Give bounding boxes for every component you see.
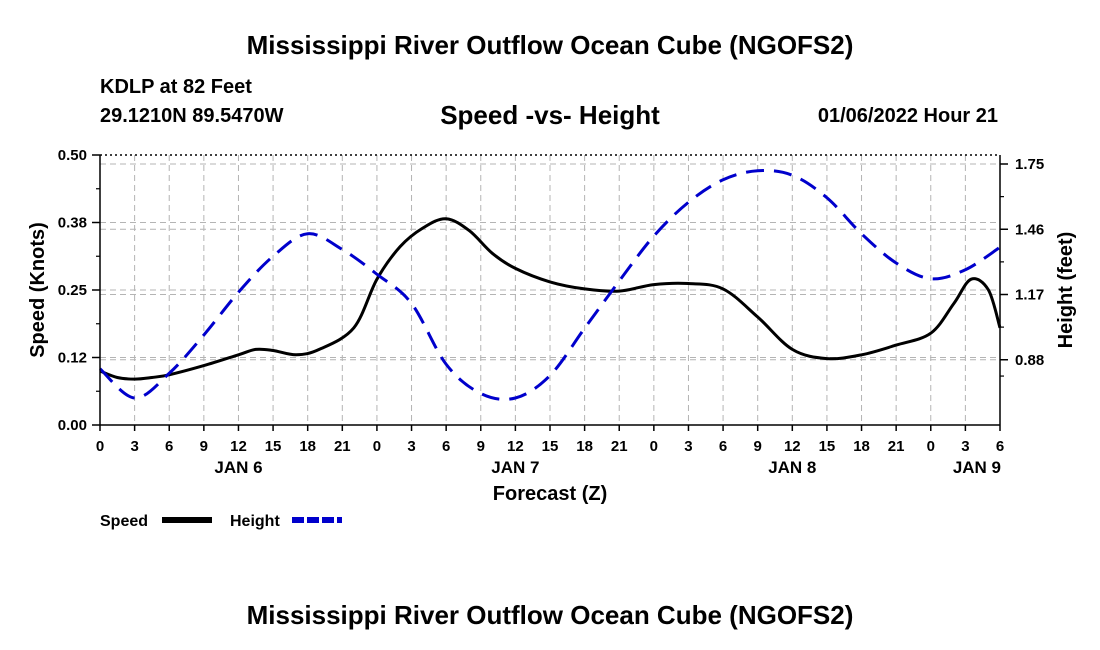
x-tick-label: 3 bbox=[130, 438, 138, 455]
series-line-height bbox=[98, 169, 1001, 401]
left-axis-label: Speed (Knots) bbox=[27, 222, 49, 358]
x-tick-label: 18 bbox=[576, 438, 593, 455]
right-tick-label: 1.75 bbox=[1015, 156, 1044, 173]
main-title: Mississippi River Outflow Ocean Cube (NG… bbox=[246, 30, 854, 60]
bottom-title: Mississippi River Outflow Ocean Cube (NG… bbox=[246, 600, 854, 630]
left-tick-label: 0.50 bbox=[58, 147, 87, 164]
x-tick-label: 3 bbox=[407, 438, 415, 455]
right-axis-label: Height (feet) bbox=[1055, 232, 1077, 349]
x-tick-label: 15 bbox=[265, 438, 282, 455]
left-tick-label: 0.38 bbox=[58, 215, 87, 232]
x-tick-label: 21 bbox=[888, 438, 905, 455]
x-tick-label: 0 bbox=[927, 438, 935, 455]
legend-label-speed: Speed bbox=[100, 513, 148, 530]
x-tick-label: 21 bbox=[611, 438, 628, 455]
x-tick-label: 0 bbox=[96, 438, 104, 455]
forecast-datetime: 01/06/2022 Hour 21 bbox=[817, 105, 998, 127]
x-tick-label: 12 bbox=[230, 438, 247, 455]
day-label: JAN 9 bbox=[953, 458, 1001, 477]
x-tick-label: 6 bbox=[996, 438, 1004, 455]
x-tick-label: 12 bbox=[784, 438, 801, 455]
x-tick-label: 3 bbox=[684, 438, 692, 455]
x-tick-label: 12 bbox=[507, 438, 524, 455]
x-tick-label: 18 bbox=[853, 438, 870, 455]
series-line-speed bbox=[99, 217, 1002, 381]
legend-label-height: Height bbox=[230, 513, 280, 530]
left-tick-label: 0.25 bbox=[58, 282, 87, 299]
right-tick-label: 1.46 bbox=[1015, 221, 1044, 238]
right-tick-label: 0.88 bbox=[1015, 352, 1044, 369]
x-tick-label: 6 bbox=[719, 438, 727, 455]
day-label: JAN 7 bbox=[491, 458, 539, 477]
x-axis-label: Forecast (Z) bbox=[493, 483, 607, 505]
x-tick-label: 9 bbox=[477, 438, 485, 455]
day-label: JAN 8 bbox=[768, 458, 816, 477]
x-tick-label: 3 bbox=[961, 438, 969, 455]
x-tick-label: 18 bbox=[299, 438, 316, 455]
x-tick-label: 9 bbox=[754, 438, 762, 455]
x-tick-label: 0 bbox=[373, 438, 381, 455]
x-tick-label: 15 bbox=[542, 438, 559, 455]
x-tick-label: 0 bbox=[650, 438, 658, 455]
day-label: JAN 6 bbox=[214, 458, 262, 477]
chart-title: Speed -vs- Height bbox=[440, 100, 660, 130]
left-tick-label: 0.00 bbox=[58, 417, 87, 434]
station-coordinates: 29.1210N 89.5470W bbox=[100, 105, 284, 127]
x-tick-label: 15 bbox=[819, 438, 836, 455]
station-label: KDLP at 82 Feet bbox=[100, 76, 252, 98]
x-tick-label: 6 bbox=[442, 438, 450, 455]
x-tick-label: 21 bbox=[334, 438, 351, 455]
right-tick-label: 1.17 bbox=[1015, 287, 1044, 304]
x-tick-label: 9 bbox=[200, 438, 208, 455]
left-tick-label: 0.12 bbox=[58, 350, 87, 367]
x-tick-label: 6 bbox=[165, 438, 173, 455]
